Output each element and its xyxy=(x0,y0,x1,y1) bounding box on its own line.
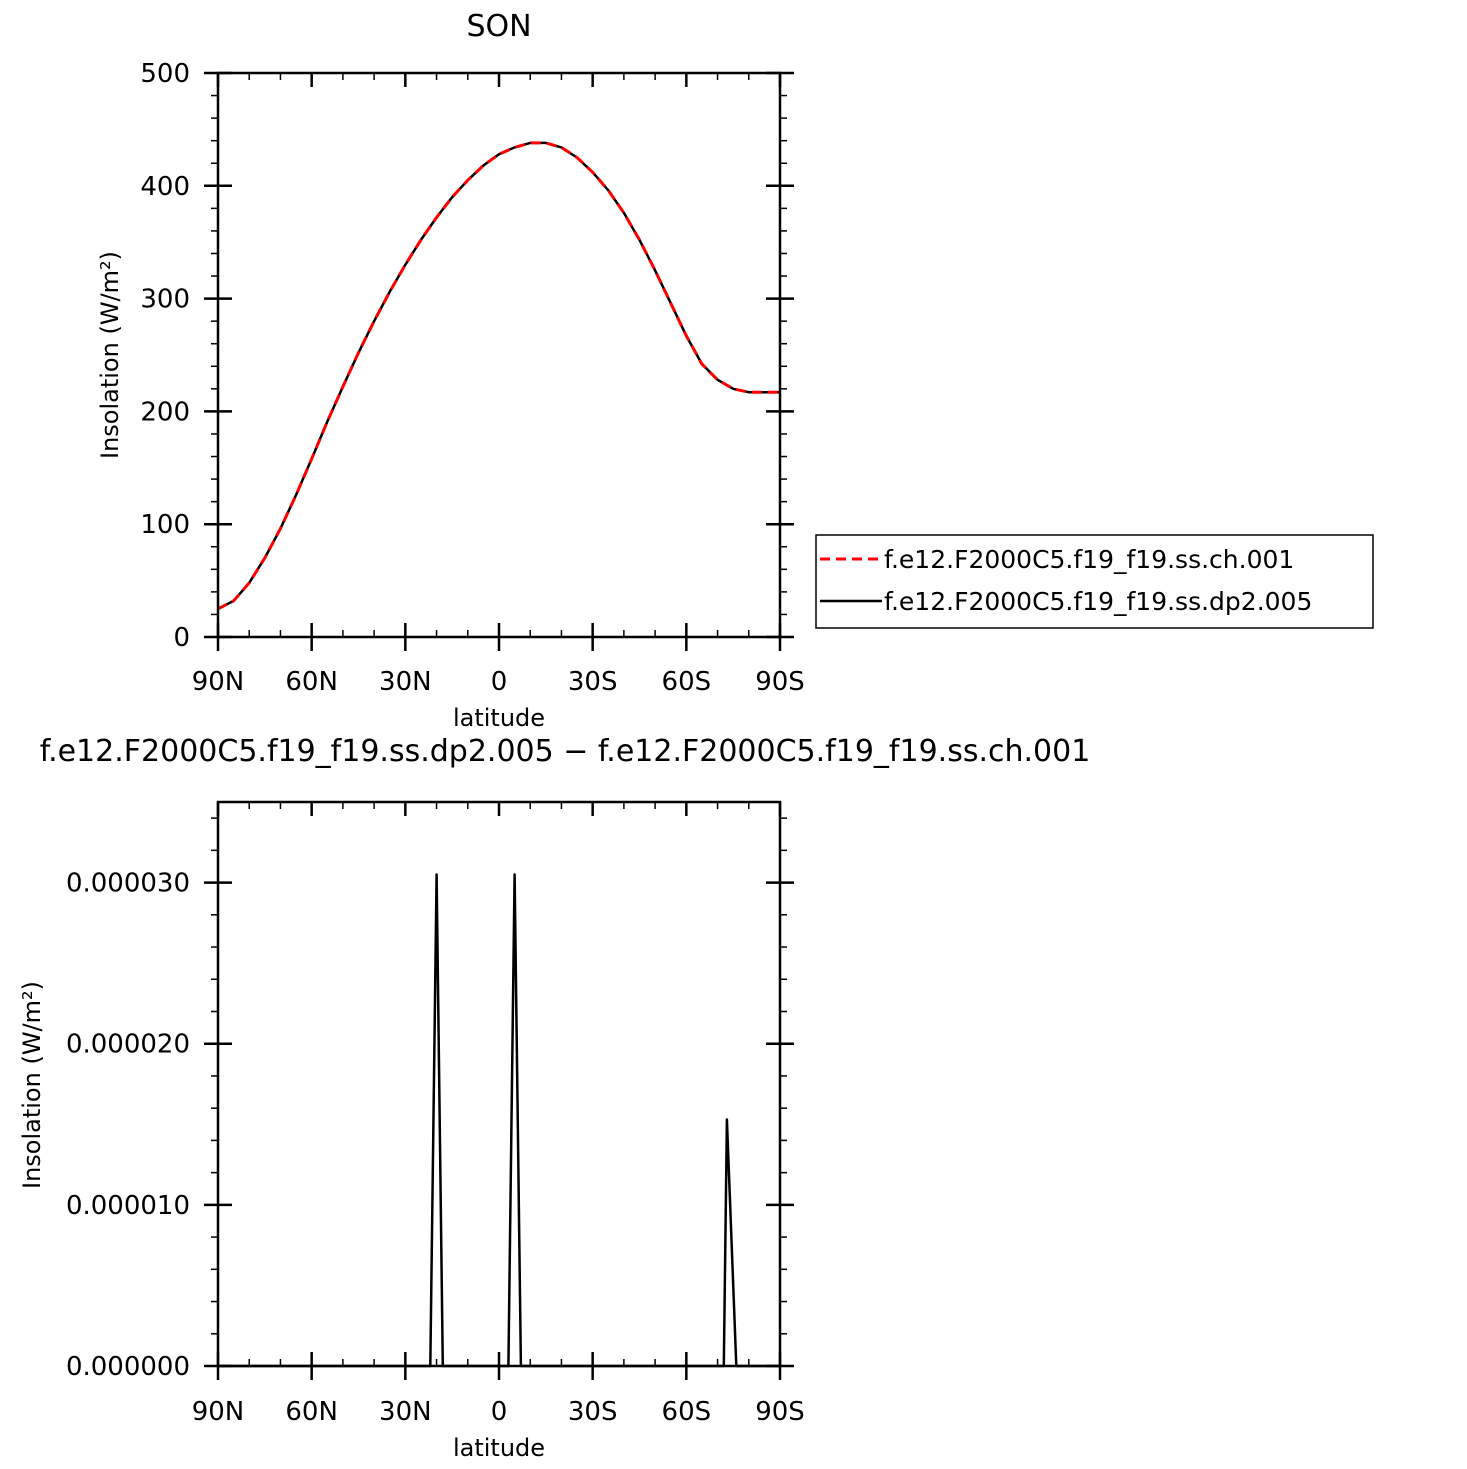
bottom-x-tick-label: 60N xyxy=(285,1397,338,1427)
top-y-tick-label: 300 xyxy=(140,285,190,315)
top-chart: SON 90N 60N 30N 0 30S 60S 90S0100200300400500 … xyxy=(96,9,1374,732)
top-y-tick-label: 0 xyxy=(173,623,190,653)
top-y-tick-label: 400 xyxy=(140,172,190,202)
top-y-tick-label: 100 xyxy=(140,510,190,540)
top-series-line-0 xyxy=(217,141,780,611)
legend-label-dp2005: f.e12.F2000C5.f19_f19.ss.dp2.005 xyxy=(884,587,1312,616)
bottom-tick-labels: 90N 60N 30N 0 30S 60S 90S 0.000000 0.000010 0.000… xyxy=(66,869,805,1427)
top-series-group xyxy=(217,141,780,611)
top-y-axis-label: Insolation (W/m²) xyxy=(96,251,124,459)
top-x-tick-label: 30N xyxy=(379,667,432,697)
legend-label-ch001: f.e12.F2000C5.f19_f19.ss.ch.001 xyxy=(884,545,1294,574)
top-x-tick-label: 90S xyxy=(755,667,805,697)
top-x-axis-label: latitude xyxy=(453,704,545,732)
bottom-chart-title: f.e12.F2000C5.f19_f19.ss.dp2.005 − f.e12… xyxy=(40,734,1091,769)
bottom-y-tick-label: 0.000020 xyxy=(66,1030,190,1060)
legend: f.e12.F2000C5.f19_f19.ss.ch.001 f.e12.F2… xyxy=(815,534,1374,629)
bottom-series-group xyxy=(218,873,780,1368)
bottom-x-axis-label: latitude xyxy=(453,1434,545,1462)
top-x-tick-label: 0 xyxy=(491,667,508,697)
top-x-tick-label: 30S xyxy=(568,667,618,697)
bottom-y-tick-label: 0.000000 xyxy=(66,1352,190,1382)
top-axis-ticks xyxy=(204,71,794,651)
legend-box xyxy=(815,534,1374,629)
top-series-line-1 xyxy=(217,141,780,610)
top-x-tick-label: 60N xyxy=(285,667,338,697)
top-y-tick-label: 500 xyxy=(140,59,190,89)
top-chart-title: SON xyxy=(466,9,531,44)
top-x-tick-label: 60S xyxy=(662,667,712,697)
top-plot-frame xyxy=(216,71,782,639)
bottom-y-tick-label: 0.000010 xyxy=(66,1191,190,1221)
bottom-axis-ticks xyxy=(204,802,794,1380)
bottom-x-tick-label: 30N xyxy=(379,1397,432,1427)
bottom-plot-frame xyxy=(216,800,782,1368)
bottom-x-tick-label: 0 xyxy=(491,1397,508,1427)
top-tick-labels: 90N 60N 30N 0 30S 60S 90S 0 100 200 300 400 500 xyxy=(140,59,804,697)
bottom-x-tick-label: 90N xyxy=(192,1397,245,1427)
bottom-chart: f.e12.F2000C5.f19_f19.ss.dp2.005 − f.e12… xyxy=(18,734,1090,1462)
top-y-tick-label: 200 xyxy=(140,397,190,427)
bottom-x-tick-label: 30S xyxy=(568,1397,618,1427)
bottom-series-line-0 xyxy=(218,873,780,1368)
top-x-tick-label: 90N xyxy=(192,667,245,697)
bottom-x-tick-label: 90S xyxy=(755,1397,805,1427)
bottom-x-tick-label: 60S xyxy=(662,1397,712,1427)
bottom-y-tick-label: 0.000030 xyxy=(66,869,190,899)
bottom-y-axis-label: Insolation (W/m²) xyxy=(18,981,46,1189)
